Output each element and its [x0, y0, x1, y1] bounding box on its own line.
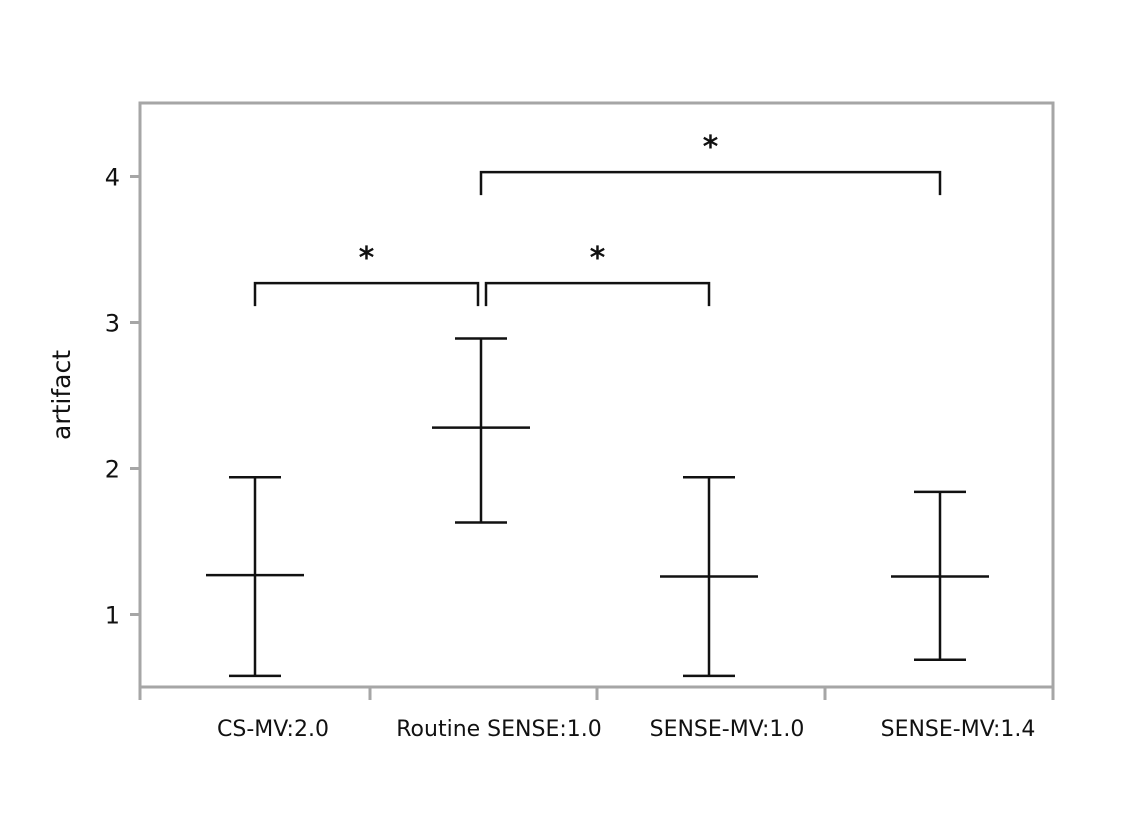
- error-bar: [660, 476, 758, 678]
- significance-brackets: * * *: [253, 130, 942, 307]
- significance-bracket: *: [484, 241, 711, 307]
- y-tick-labels: 1 2 3 4: [105, 164, 120, 630]
- y-tick-label: 4: [105, 164, 120, 192]
- x-category-label: Routine SENSE:1.0: [396, 717, 602, 742]
- y-tick-label: 2: [105, 456, 120, 484]
- y-axis: [130, 175, 140, 616]
- significance-bracket: *: [479, 130, 942, 196]
- significance-label: *: [359, 241, 375, 276]
- y-axis-title: artifact: [47, 350, 76, 440]
- significance-bracket: *: [253, 241, 480, 307]
- bracket-line: [479, 170, 942, 196]
- x-category-label: CS-MV:2.0: [217, 717, 329, 742]
- error-bar: [891, 490, 989, 662]
- x-category-labels: CS-MV:2.0 Routine SENSE:1.0 SENSE-MV:1.0 SE…: [217, 717, 1035, 742]
- bracket-line: [484, 281, 711, 307]
- y-tick-label: 3: [105, 310, 120, 338]
- significance-label: *: [590, 241, 606, 276]
- significance-label: *: [703, 130, 719, 165]
- y-tick-label: 1: [105, 602, 120, 630]
- error-bars: [206, 337, 989, 678]
- x-axis-ticks: [138, 687, 1055, 700]
- x-category-label: SENSE-MV:1.4: [881, 717, 1036, 742]
- plot-frame: [138, 101, 1055, 689]
- error-bar: [206, 476, 304, 678]
- x-category-label: SENSE-MV:1.0: [650, 717, 805, 742]
- error-bar: [432, 337, 530, 524]
- bracket-line: [253, 281, 480, 307]
